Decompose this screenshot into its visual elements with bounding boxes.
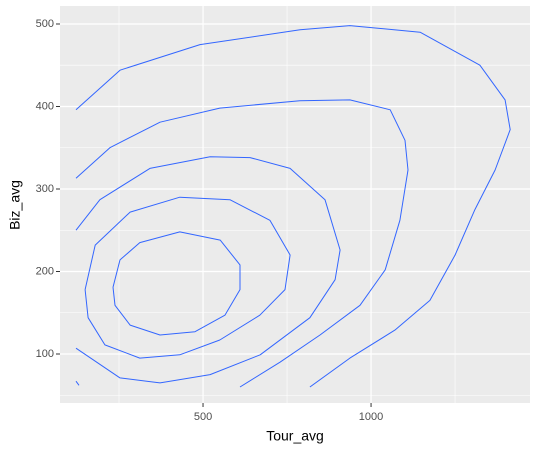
- y-tick-label: 400: [36, 100, 54, 112]
- contour-line: [112, 231, 241, 336]
- contour-line: [75, 99, 409, 388]
- contour-line: [84, 196, 291, 359]
- y-tick-label: 500: [36, 18, 54, 30]
- y-axis-title: Biz_avg: [7, 180, 23, 230]
- x-axis-title: Tour_avg: [266, 428, 324, 444]
- contour-line: [75, 25, 511, 388]
- x-tick-label: 500: [194, 411, 212, 423]
- y-tick-label: 200: [36, 265, 54, 277]
- y-tick-label: 300: [36, 183, 54, 195]
- contour-line: [75, 380, 80, 386]
- contour-line: [75, 156, 341, 384]
- panel: [60, 6, 530, 403]
- x-tick-label: 1000: [359, 411, 383, 423]
- y-tick-label: 100: [36, 348, 54, 360]
